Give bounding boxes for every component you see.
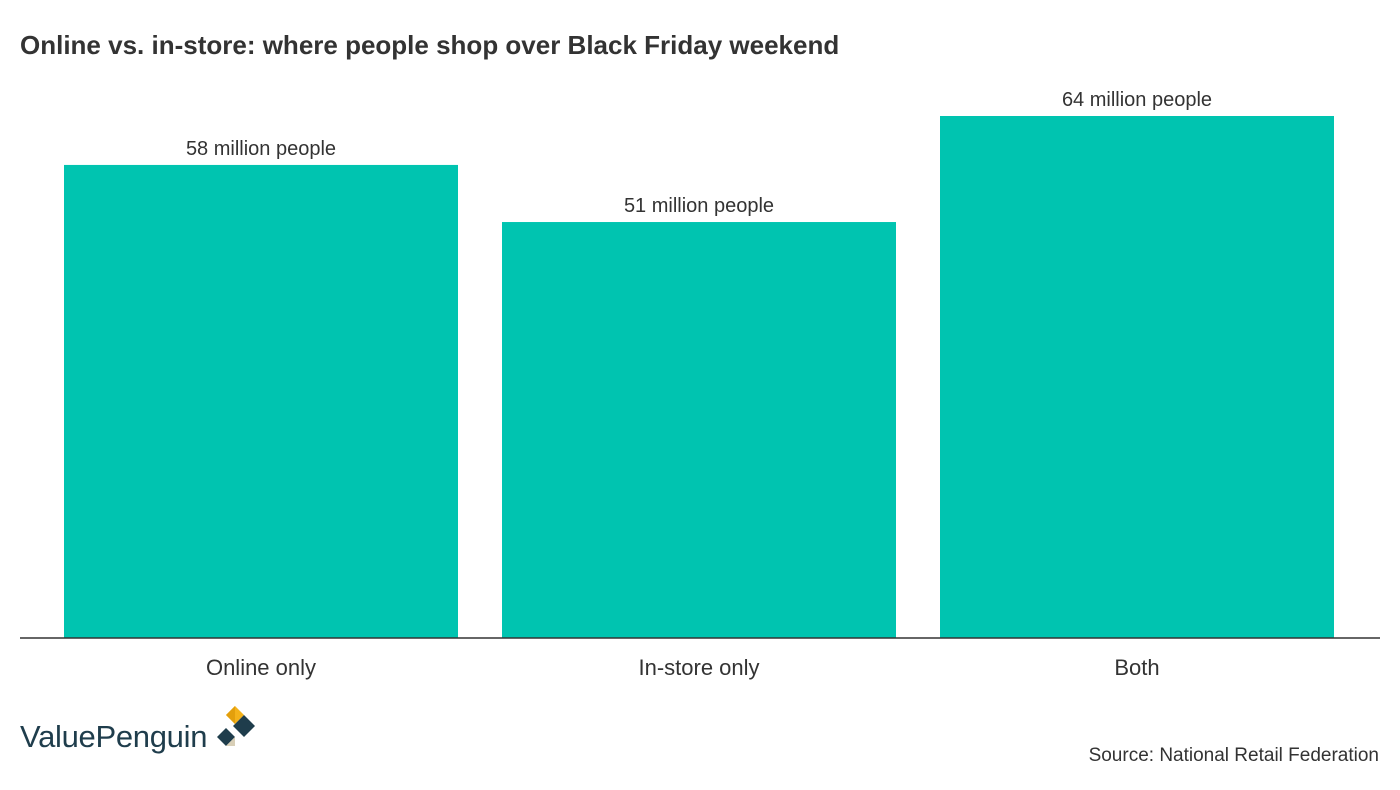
bar-both (940, 116, 1334, 638)
chart-title: Online vs. in-store: where people shop o… (20, 30, 840, 60)
bars-layer (64, 116, 1334, 638)
source-note: Source: National Retail Federation (1088, 745, 1379, 766)
data-labels-layer: 58 million people 51 million people 64 mil… (186, 89, 1212, 217)
bar-online-only (64, 164, 458, 638)
category-labels-layer: Online only In-store only Both (206, 655, 1160, 680)
bar-in-store-only (502, 222, 896, 638)
data-label: 58 million people (186, 138, 336, 160)
bar-chart: 58 million people 51 million people 64 mil… (20, 89, 1380, 680)
logo-brand-name: ValuePenguin (20, 719, 208, 754)
category-tick-label: Online only (206, 655, 316, 680)
data-label: 64 million people (1062, 89, 1212, 111)
valuepenguin-logo: ValuePenguin (20, 704, 257, 755)
category-tick-label: In-store only (638, 655, 759, 680)
valuepenguin-logo-icon (213, 704, 257, 755)
data-label: 51 million people (624, 195, 774, 217)
category-tick-label: Both (1114, 655, 1159, 680)
